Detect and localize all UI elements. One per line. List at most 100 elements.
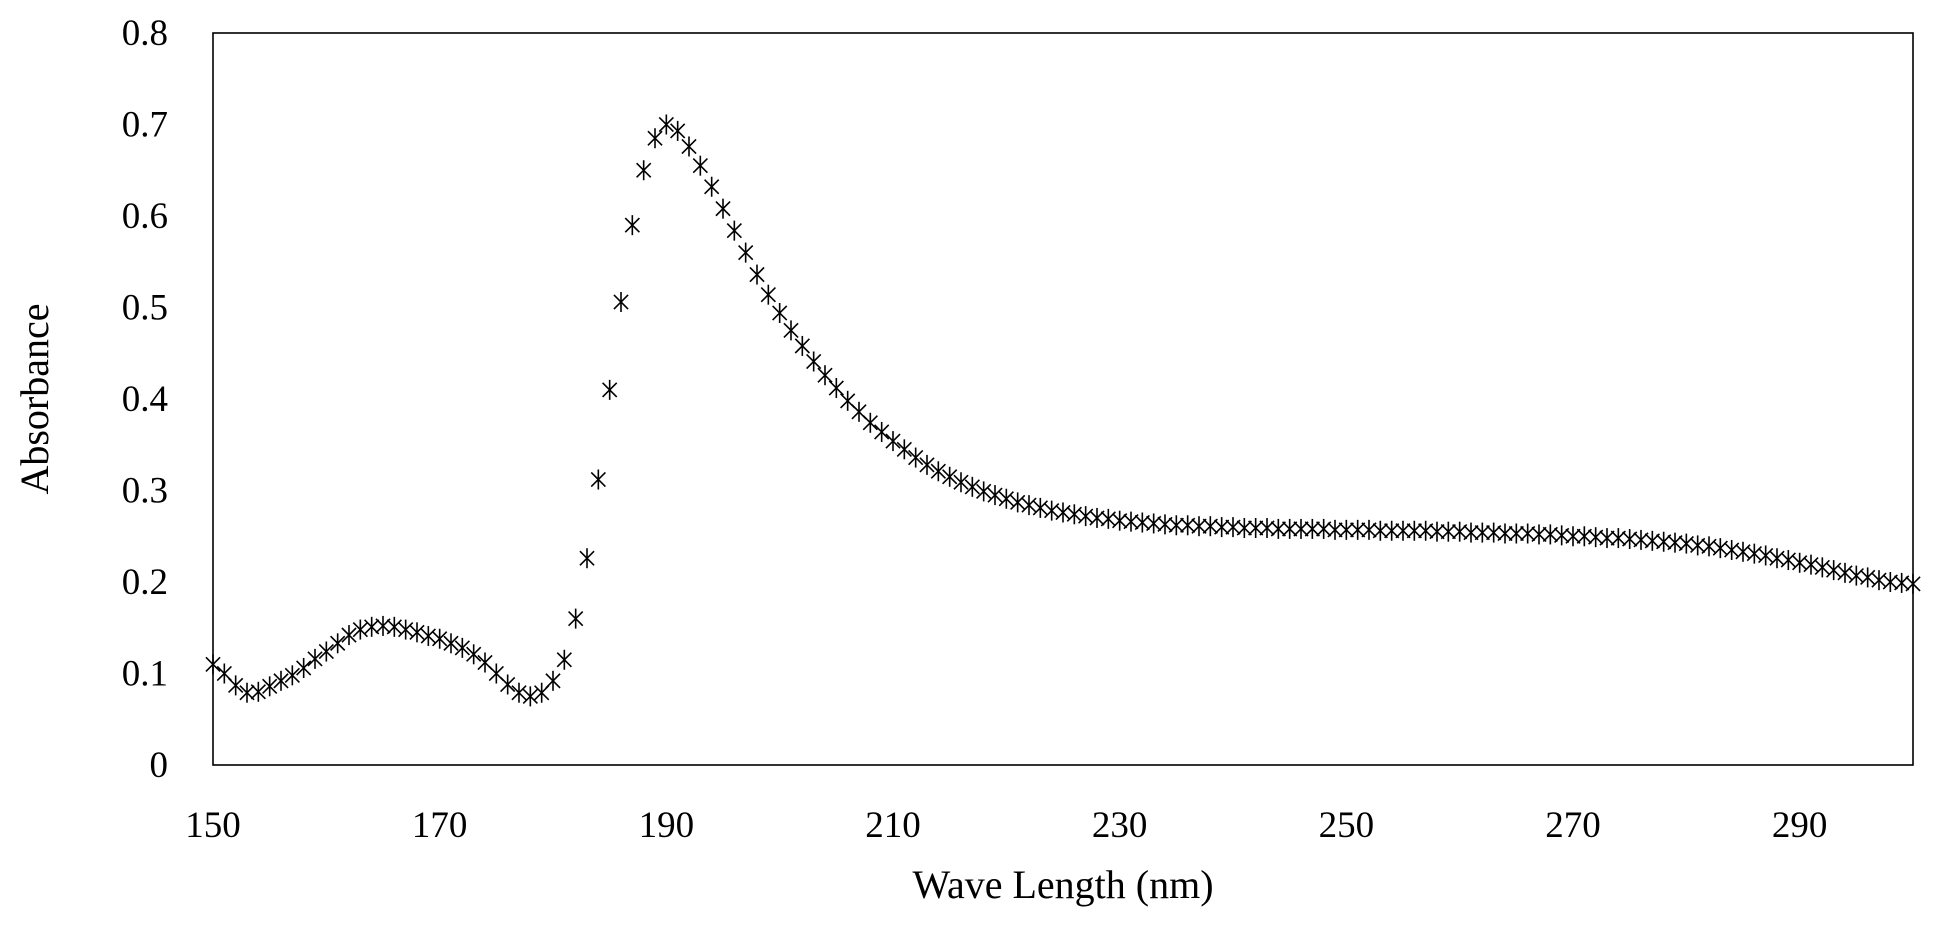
y-tick-label: 0.8 — [122, 13, 168, 54]
data-point — [1055, 502, 1071, 523]
data-point — [908, 447, 924, 468]
data-point — [783, 320, 799, 341]
data-point — [942, 466, 958, 487]
x-tick-label: 190 — [639, 805, 695, 846]
plot-area-frame — [212, 32, 1914, 766]
data-point — [216, 663, 232, 684]
data-point — [1848, 565, 1864, 586]
data-point — [273, 670, 289, 691]
data-point — [1826, 560, 1842, 581]
data-point — [1474, 522, 1490, 543]
data-point — [1508, 523, 1524, 544]
data-point — [556, 649, 572, 670]
data-point — [1021, 495, 1037, 516]
data-point — [318, 641, 334, 662]
x-tick-label: 210 — [865, 805, 921, 846]
data-point — [1248, 518, 1264, 539]
data-point — [454, 637, 470, 658]
x-tick-label: 290 — [1772, 805, 1828, 846]
data-point — [1814, 557, 1830, 578]
data-point — [1860, 567, 1876, 588]
data-point — [534, 682, 550, 703]
data-point — [500, 674, 516, 695]
data-point — [681, 136, 697, 157]
data-point — [205, 654, 221, 675]
data-point — [874, 421, 890, 442]
data-point — [341, 625, 357, 646]
data-point — [1497, 523, 1513, 544]
data-point — [228, 675, 244, 696]
y-tick-label: 0.5 — [122, 288, 168, 329]
data-point — [1270, 518, 1286, 539]
x-axis-title: Wave Length (nm) — [912, 862, 1213, 907]
data-point — [1282, 518, 1298, 539]
y-tick-label: 0 — [150, 745, 169, 786]
data-point — [1599, 528, 1615, 549]
data-point — [647, 128, 663, 149]
data-point — [896, 439, 912, 460]
data-point — [1214, 517, 1230, 538]
data-point — [1044, 500, 1060, 521]
data-point — [636, 160, 652, 181]
data-point — [1168, 515, 1184, 536]
data-point — [1463, 522, 1479, 543]
data-point — [1406, 520, 1422, 541]
data-point — [568, 608, 584, 629]
data-point — [398, 619, 414, 640]
data-point — [1327, 519, 1343, 540]
data-point — [545, 670, 561, 691]
x-axis-ticks: 150 170 190 210 230 250 270 290 — [185, 805, 1827, 846]
data-point — [511, 682, 527, 703]
data-point — [749, 264, 765, 285]
data-series-absorbance — [205, 114, 1921, 707]
y-tick-label: 0.1 — [122, 654, 168, 695]
y-tick-label: 0.6 — [122, 196, 168, 237]
data-point — [250, 681, 266, 702]
data-point — [488, 663, 504, 684]
y-tick-label: 0.4 — [122, 379, 168, 420]
data-point — [1191, 516, 1207, 537]
data-point — [1712, 538, 1728, 559]
x-tick-label: 250 — [1319, 805, 1375, 846]
data-point — [330, 633, 346, 654]
data-point — [1066, 504, 1082, 525]
data-point — [477, 652, 493, 673]
data-point — [885, 431, 901, 452]
data-point — [998, 488, 1014, 509]
y-tick-label: 0.2 — [122, 562, 168, 603]
data-point — [806, 351, 822, 372]
data-point — [817, 365, 833, 386]
data-point — [794, 335, 810, 356]
data-point — [1338, 519, 1354, 540]
data-point — [1746, 543, 1762, 564]
data-point — [930, 461, 946, 482]
data-point — [726, 220, 742, 241]
data-point — [851, 401, 867, 422]
data-point — [953, 472, 969, 493]
y-tick-label: 0.3 — [122, 471, 168, 512]
data-point — [296, 658, 312, 679]
data-point — [443, 633, 459, 654]
x-tick-label: 230 — [1092, 805, 1148, 846]
y-axis-ticks: 0 0.1 0.2 0.3 0.4 0.5 0.6 0.7 0.8 — [122, 13, 168, 786]
data-point — [284, 665, 300, 686]
data-point — [262, 676, 278, 697]
data-point — [1792, 552, 1808, 573]
data-point — [1440, 521, 1456, 542]
data-point — [658, 114, 674, 135]
x-tick-label: 270 — [1545, 805, 1601, 846]
y-axis-title: Absorbance — [12, 303, 57, 494]
data-point — [670, 120, 686, 141]
data-point — [828, 378, 844, 399]
data-point — [772, 302, 788, 323]
data-point — [976, 481, 992, 502]
data-point — [1032, 497, 1048, 518]
data-point — [579, 548, 595, 569]
data-point — [862, 412, 878, 433]
x-tick-label: 150 — [185, 805, 241, 846]
data-point — [624, 215, 640, 236]
data-point — [964, 476, 980, 497]
data-point — [1769, 548, 1785, 569]
data-point — [307, 648, 323, 669]
